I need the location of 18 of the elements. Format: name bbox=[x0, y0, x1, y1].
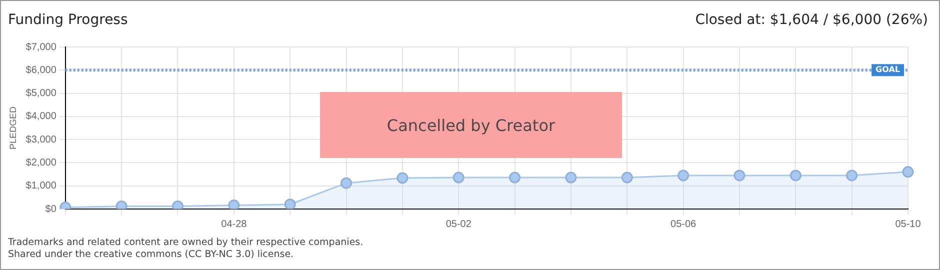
y-tick-label: $4,000 bbox=[26, 111, 57, 122]
text: Shared under the creative commons (CC BY-NC 3.0) license. bbox=[8, 249, 294, 260]
y-tick-label: $3,000 bbox=[26, 134, 57, 146]
x-tick-label: 05-10 bbox=[895, 218, 922, 230]
chart-title: Funding Progress bbox=[8, 12, 128, 28]
x-tick-label: 04-28 bbox=[221, 218, 248, 230]
y-tick-label: $6,000 bbox=[26, 64, 57, 76]
y-tick-label: $7,000 bbox=[26, 42, 57, 53]
ref-line-label: GOAL bbox=[876, 65, 900, 74]
chart-subtitle: Closed at: $1,604 / $6,000 (26%) bbox=[695, 12, 928, 28]
y-tick-label: $2,000 bbox=[26, 157, 57, 168]
x-tick-label: 05-02 bbox=[446, 218, 472, 230]
y-tick-label: $1,000 bbox=[26, 180, 57, 192]
x-tick-label: 05-06 bbox=[670, 218, 697, 230]
y-tick-label: $0 bbox=[45, 204, 57, 215]
y-tick-label: $5,000 bbox=[26, 88, 57, 100]
text: Trademarks and related content are owned by their respective companies. bbox=[8, 237, 364, 248]
y-axis-title: PLEDGED bbox=[8, 106, 18, 150]
